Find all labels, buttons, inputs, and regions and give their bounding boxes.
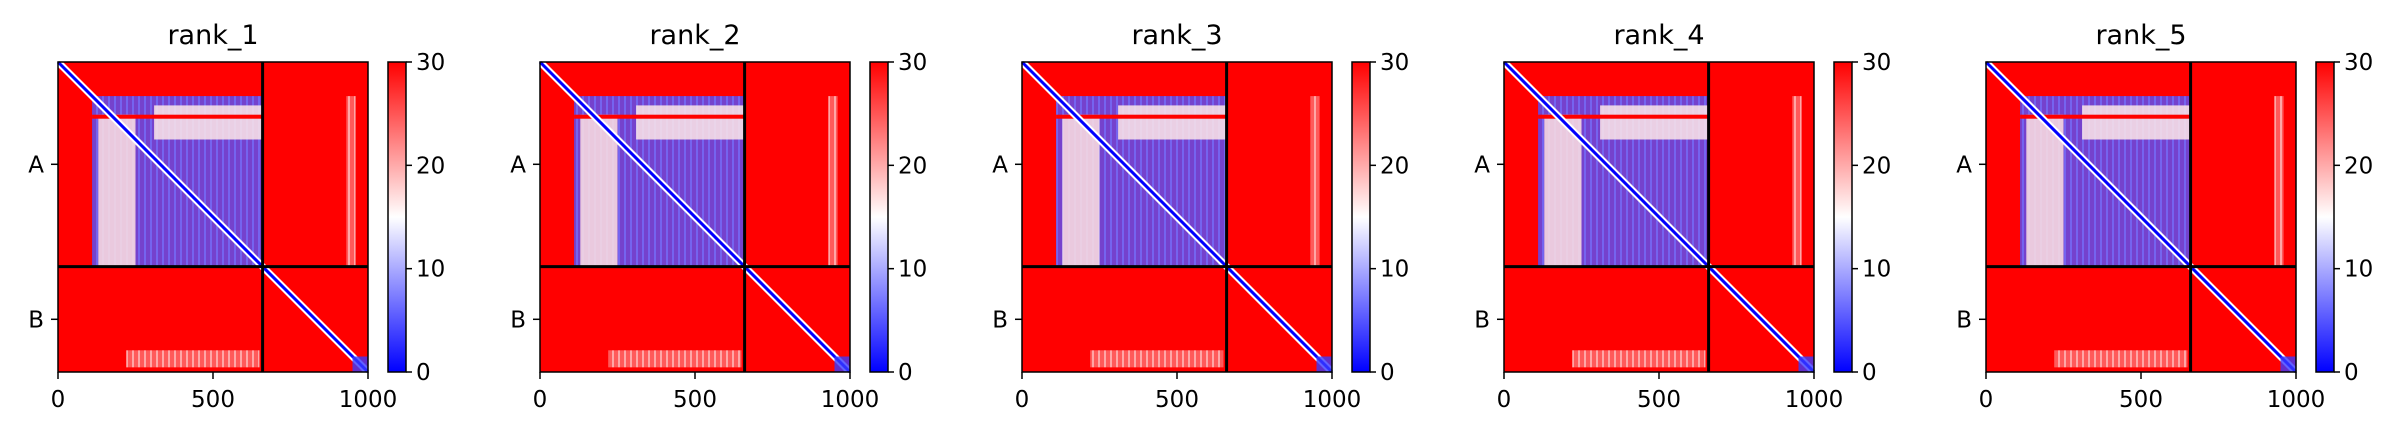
x-tick-label: 500 [673, 387, 717, 413]
x-tick-label: 0 [51, 387, 66, 413]
y-tick-label: B [510, 307, 526, 333]
y-tick-label: B [992, 307, 1008, 333]
colorbar-tick-label: 0 [1380, 360, 1395, 386]
offdiag-stripe-AB [1310, 96, 1320, 267]
x-tick-label: 0 [1015, 387, 1030, 413]
x-tick-label: 0 [533, 387, 548, 413]
x-tick-label: 0 [1497, 387, 1512, 413]
x-tick-label: 500 [2119, 387, 2163, 413]
block-A-red-line [2020, 114, 2191, 119]
offdiag-stripe-BA [126, 350, 260, 368]
offdiag-stripe-AB [346, 96, 356, 267]
colorbar-tick-label: 0 [416, 360, 431, 386]
colorbar-tick-label: 0 [1862, 360, 1877, 386]
colorbar-tick-label: 10 [1380, 257, 1409, 283]
x-tick-label: 500 [1155, 387, 1199, 413]
diagonal-line [538, 60, 852, 374]
panel-rank_1: rank_1 0 500 1000 A B 0 10 20 30 [28, 20, 445, 413]
colorbar [387, 61, 407, 373]
block-A-red-line [574, 114, 745, 119]
x-tick-label: 0 [1979, 387, 1994, 413]
offdiag-stripe-BA [2054, 350, 2188, 368]
colorbar-tick-label: 20 [2344, 153, 2373, 179]
colorbar [869, 61, 889, 373]
colorbar-tick-label: 10 [416, 257, 445, 283]
offdiag-stripe-BA [1090, 350, 1224, 368]
colorbar-tick-label: 30 [416, 50, 445, 76]
x-tick-label: 1000 [1785, 387, 1844, 413]
diagonal-end-blob [834, 356, 850, 372]
block-A-white-band [98, 114, 136, 267]
colorbar [2315, 61, 2335, 373]
panel-rank_5: rank_5 0 500 1000 A B 0 10 20 30 [1956, 20, 2373, 413]
colorbar-tick-label: 0 [2344, 360, 2359, 386]
chart-title: rank_2 [649, 20, 740, 51]
colorbar [1351, 61, 1371, 373]
y-tick-label: A [992, 152, 1008, 178]
panel-rank_3: rank_3 0 500 1000 A B 0 10 20 30 [992, 20, 1409, 413]
y-tick-label: B [1474, 307, 1490, 333]
diagonal-end-blob [2280, 356, 2296, 372]
block-A-upper-band [1600, 105, 1709, 140]
diagonal-line [1502, 60, 1816, 374]
colorbar-tick-label: 10 [2344, 257, 2373, 283]
chart-title: rank_4 [1613, 20, 1704, 51]
x-tick-label: 1000 [1303, 387, 1362, 413]
diagonal-end-blob [352, 356, 368, 372]
diagonal-line [56, 60, 370, 374]
diagonal-end-blob [1316, 356, 1332, 372]
block-A-red-line [1538, 114, 1709, 119]
x-tick-label: 1000 [2267, 387, 2326, 413]
chart-title: rank_1 [167, 20, 258, 51]
block-A-red-line [92, 114, 263, 119]
offdiag-stripe-AB [828, 96, 838, 267]
colorbar-tick-label: 10 [1862, 257, 1891, 283]
x-tick-label: 1000 [821, 387, 880, 413]
x-tick-label: 500 [191, 387, 235, 413]
y-tick-label: A [1956, 152, 1972, 178]
offdiag-stripe-AB [2274, 96, 2284, 267]
colorbar [1833, 61, 1853, 373]
panel-rank_2: rank_2 0 500 1000 A B 0 10 20 30 [510, 20, 927, 413]
colorbar-tick-label: 20 [1380, 153, 1409, 179]
block-A-red-line [1056, 114, 1227, 119]
diagonal-line [1984, 60, 2298, 374]
chart-title: rank_5 [2095, 20, 2186, 51]
block-A-upper-band [154, 105, 263, 140]
diagonal-line [1020, 60, 1334, 374]
colorbar-tick-label: 30 [1862, 50, 1891, 76]
x-tick-label: 1000 [339, 387, 398, 413]
offdiag-stripe-BA [1572, 350, 1706, 368]
block-A-white-band [1062, 114, 1100, 267]
colorbar-tick-label: 30 [898, 50, 927, 76]
panel-rank_4: rank_4 0 500 1000 A B 0 10 20 30 [1474, 20, 1891, 413]
y-tick-label: A [1474, 152, 1490, 178]
colorbar-tick-label: 20 [416, 153, 445, 179]
colorbar-tick-label: 20 [898, 153, 927, 179]
chart-title: rank_3 [1131, 20, 1222, 51]
colorbar-tick-label: 10 [898, 257, 927, 283]
block-A-upper-band [1118, 105, 1227, 140]
y-tick-label: A [28, 152, 44, 178]
colorbar-tick-label: 0 [898, 360, 913, 386]
block-A-white-band [580, 114, 618, 267]
block-A-upper-band [2082, 105, 2191, 140]
colorbar-tick-label: 20 [1862, 153, 1891, 179]
block-A-white-band [1544, 114, 1582, 267]
offdiag-stripe-AB [1792, 96, 1802, 267]
y-tick-label: B [1956, 307, 1972, 333]
colorbar-tick-label: 30 [2344, 50, 2373, 76]
y-tick-label: B [28, 307, 44, 333]
colorbar-tick-label: 30 [1380, 50, 1409, 76]
block-A-white-band [2026, 114, 2064, 267]
y-tick-label: A [510, 152, 526, 178]
diagonal-end-blob [1798, 356, 1814, 372]
x-tick-label: 500 [1637, 387, 1681, 413]
offdiag-stripe-BA [608, 350, 742, 368]
block-A-upper-band [636, 105, 745, 140]
